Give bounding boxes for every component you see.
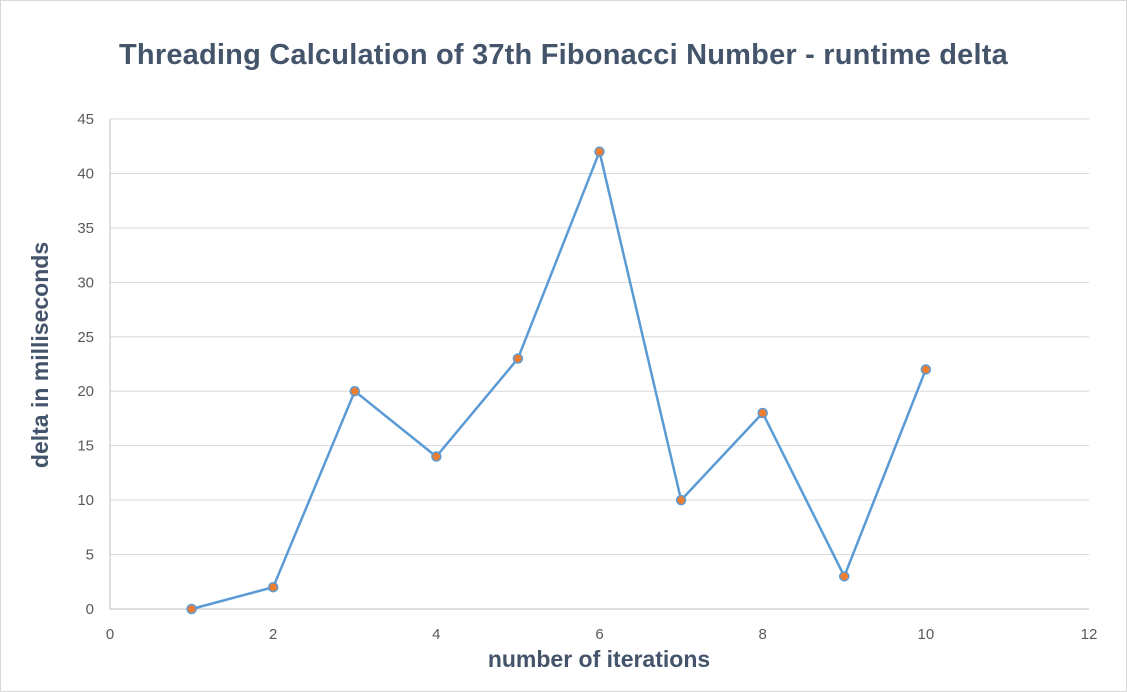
data-point-6 — [594, 146, 605, 157]
x-axis-title: number of iterations — [488, 646, 710, 672]
data-point-9 — [839, 571, 850, 582]
x-tick-label-6: 6 — [595, 626, 603, 643]
y-tick-label-0: 0 — [86, 601, 94, 618]
chart-title: Threading Calculation of 37th Fibonacci … — [119, 39, 1008, 71]
data-point-8 — [757, 407, 768, 419]
data-point-5 — [512, 353, 524, 364]
y-tick-label-5: 5 — [86, 547, 94, 564]
data-series — [186, 146, 932, 615]
x-tick-label-4: 4 — [432, 626, 440, 643]
x-tick-label-2: 2 — [269, 626, 277, 643]
data-point-3 — [349, 385, 360, 397]
x-tick-label-8: 8 — [758, 626, 766, 643]
series-line — [191, 150, 927, 611]
data-point-7 — [675, 494, 687, 506]
x-tick-label-12: 12 — [1081, 626, 1098, 643]
y-tick-label-45: 45 — [77, 111, 94, 128]
data-point-4 — [431, 451, 442, 462]
data-point-1 — [186, 603, 197, 615]
y-tick-label-40: 40 — [77, 165, 94, 182]
y-tick-label-35: 35 — [77, 220, 94, 237]
y-tick-label-20: 20 — [77, 383, 94, 400]
x-tick-label-10: 10 — [917, 626, 934, 643]
axes — [109, 119, 1089, 610]
tick-labels: 0 5 10 15 20 25 30 35 40 45 0 2 4 6 8 10 12 — [77, 111, 1097, 643]
x-tick-label-0: 0 — [106, 626, 114, 643]
gridlines — [110, 118, 1089, 556]
y-axis-title: delta in milliseconds — [27, 242, 53, 468]
y-tick-label-30: 30 — [77, 274, 94, 291]
data-point-10 — [920, 364, 932, 375]
y-tick-label-25: 25 — [77, 329, 94, 346]
y-tick-label-10: 10 — [77, 492, 94, 509]
data-point-2 — [267, 581, 279, 593]
y-tick-label-15: 15 — [77, 438, 94, 455]
